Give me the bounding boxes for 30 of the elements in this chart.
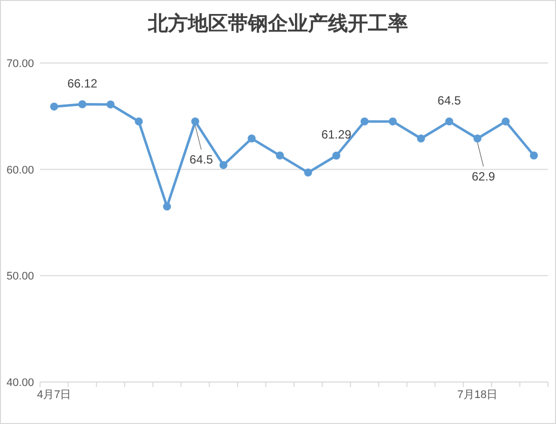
point (304, 168, 312, 177)
point (502, 117, 510, 126)
chart-title: 北方地区带钢企业产线开工率 (147, 12, 408, 35)
point (78, 100, 86, 108)
x-tick-label: 7月18日 (457, 389, 498, 401)
point (276, 152, 284, 160)
point (219, 161, 228, 170)
y-tick-label: 40.00 (6, 377, 34, 389)
point (106, 100, 115, 108)
point (50, 102, 58, 111)
point (163, 202, 171, 211)
point (388, 117, 397, 126)
data-label: 61.29 (321, 128, 352, 142)
data-label: 64.5 (190, 152, 214, 166)
point (530, 152, 538, 160)
point (191, 117, 200, 126)
x-tick-label: 4月7日 (36, 389, 72, 401)
data-label: 66.12 (67, 76, 98, 90)
point (417, 134, 425, 142)
point (332, 152, 340, 160)
data-label: 62.9 (472, 169, 496, 184)
point (360, 117, 369, 126)
point (445, 117, 454, 126)
point (473, 134, 482, 142)
point (248, 134, 256, 142)
y-tick-label: 70.00 (6, 58, 34, 70)
data-label: 64.5 (438, 93, 462, 108)
point (134, 117, 143, 126)
y-tick-label: 60.00 (6, 164, 34, 176)
y-tick-label: 50.00 (6, 270, 34, 283)
